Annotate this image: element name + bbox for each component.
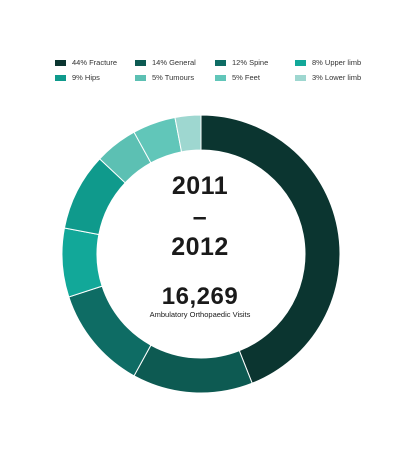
legend-item-lower-limb: 3% Lower limb: [295, 73, 375, 82]
legend-item-upper-limb: 8% Upper limb: [295, 58, 375, 67]
legend-swatch-hips: [55, 74, 66, 81]
donut-slice-general: [133, 344, 253, 394]
chart-legend: 44% Fracture 14% General 12% Spine 8% Up…: [55, 58, 365, 82]
legend-swatch-lower-limb: [295, 74, 306, 81]
legend-item-tumours: 5% Tumours: [135, 73, 215, 82]
legend-label-lower-limb: 3% Lower limb: [312, 73, 362, 82]
legend-label-tumours: 5% Tumours: [152, 73, 195, 82]
legend-swatch-fracture: [55, 59, 66, 66]
legend-label-feet: 5% Feet: [232, 73, 260, 82]
donut-slice-lower-limb: [174, 114, 202, 153]
legend-label-spine: 12% Spine: [232, 58, 269, 67]
legend-label-hips: 9% Hips: [72, 73, 100, 82]
year-start: 2011: [171, 172, 229, 200]
legend-swatch-spine: [215, 59, 226, 66]
legend-swatch-tumours: [135, 74, 146, 81]
visits-total: 16,269: [161, 283, 239, 310]
year-end: 2012: [171, 233, 229, 261]
year-dash: –: [192, 203, 208, 231]
visits-caption: Ambulatory Orthopaedic Visits: [149, 310, 251, 319]
legend-item-hips: 9% Hips: [55, 73, 135, 82]
legend-item-general: 14% General: [135, 58, 215, 67]
legend-swatch-feet: [215, 74, 226, 81]
legend-swatch-general: [135, 59, 146, 66]
legend-label-fracture: 44% Fracture: [72, 58, 118, 67]
legend-label-upper-limb: 8% Upper limb: [312, 58, 362, 67]
legend-item-feet: 5% Feet: [215, 73, 295, 82]
legend-label-general: 14% General: [152, 58, 196, 67]
legend-item-fracture: 44% Fracture: [55, 58, 135, 67]
legend-swatch-upper-limb: [295, 59, 306, 66]
legend-item-spine: 12% Spine: [215, 58, 295, 67]
donut-slice-fracture: [200, 114, 341, 384]
